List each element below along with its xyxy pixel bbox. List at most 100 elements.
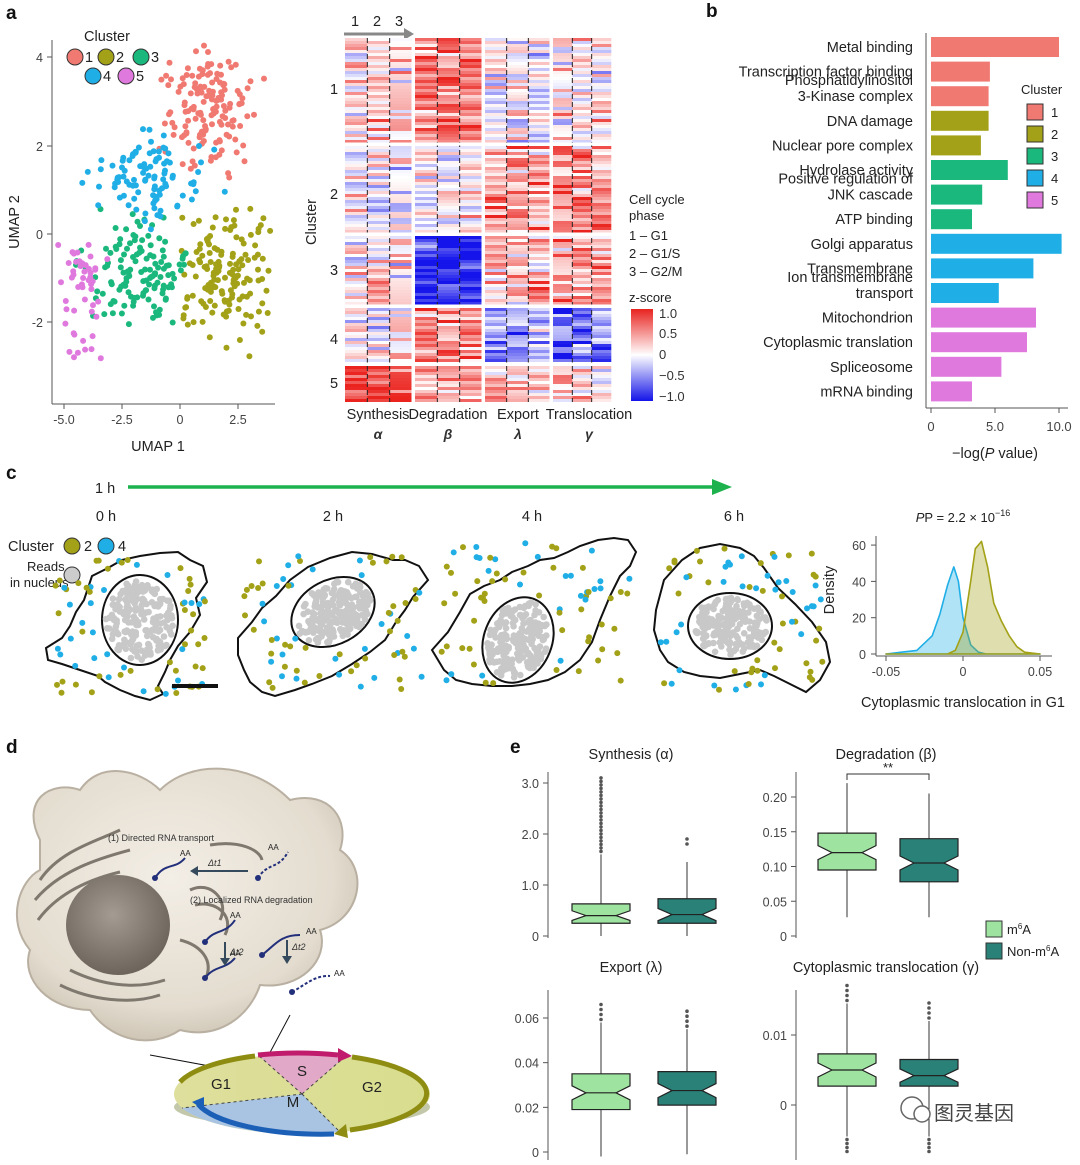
heatmap-cell [367,185,390,188]
heatmap-cell [553,311,573,314]
heatmap-cell [553,191,573,194]
umap-point [89,333,96,340]
heatmap-cell [459,236,483,239]
umap-point [169,319,176,326]
umap-point [181,102,188,109]
heatmap-cell [459,167,483,170]
heatmap-cell [553,56,573,59]
heatmap-cell [506,375,529,378]
heatmap-cell [506,384,529,387]
heatmap-cell [415,287,438,290]
nucleus-read [117,590,124,598]
cytoplasm-read [394,617,401,624]
umap-point [192,273,199,280]
heatmap-cell [591,239,612,242]
heatmap-cell [591,110,612,113]
cytoplasm-read [536,592,543,599]
umap-point [147,242,154,249]
umap-point [168,76,174,83]
density-y-label: Density [822,565,838,614]
phase-legend-title: Cell cycle [629,192,685,207]
nucleus-read [127,638,135,646]
outlier [599,814,603,819]
umap-point [117,264,124,271]
umap-point [195,73,202,80]
cytoplasm-read [164,572,171,578]
nucleus-read [306,620,314,627]
cytoplasm-read [399,648,406,655]
phase-s-sector [258,1052,347,1094]
cytoplasm-read [487,554,494,561]
umap-point [218,89,225,96]
heatmap-cell [415,200,438,203]
cell-outline [430,536,638,687]
heatmap-cell [591,152,612,155]
heatmap-cell [591,266,612,269]
heatmap-cell [485,314,507,317]
heatmap-cell [591,399,612,402]
heatmap-cell [485,332,507,335]
heatmap-cell [528,242,551,245]
umap-point [145,172,152,179]
heatmap-cell [528,104,551,107]
heatmap-cell [485,59,507,62]
heatmap-cell [528,68,551,71]
heatmap-cell [591,366,612,369]
cytoplasm-read [336,671,343,678]
heatmap-cell [345,128,368,131]
heatmap-cell [591,74,612,77]
heatmap-cell [415,248,438,251]
heatmap-cell [437,188,460,191]
nucleus-read [131,587,138,595]
heatmap-cell [389,104,413,107]
umap-point [232,61,239,68]
heatmap-cell [389,95,413,98]
cytoplasm-read [187,581,194,588]
heatmap-cell [591,224,612,227]
heatmap-cell [459,209,483,212]
heatmap-cell [415,221,438,224]
cytoplasm-read [597,585,604,592]
nucleus-read [123,607,130,615]
cytoplasm-read [738,553,745,560]
heatmap-cell [367,287,390,290]
cytoplasm-read [448,569,454,576]
heatmap-cell [506,77,529,80]
heatmap-cell [437,335,460,338]
nucleus-read [106,614,113,622]
heatmap-cell [415,107,438,110]
heatmap-cell [345,356,368,359]
heatmap-cell [389,248,413,251]
heatmap-cell [437,275,460,278]
outlier [599,797,603,801]
heatmap-cell [553,302,573,305]
heatmap-cell [485,242,507,245]
umap-point [247,205,254,212]
umap-point [150,253,157,260]
nucleus-read [710,639,717,647]
umap-point [211,146,218,153]
heatmap-cell [572,263,592,266]
boxplot-ytick: 0 [532,1146,539,1160]
nucleus-read [509,656,516,663]
heatmap-cell [528,221,551,224]
umap-point [79,179,86,186]
heatmap-cell [437,293,460,296]
nucleus-read [535,609,543,616]
heatmap-cell [459,191,483,194]
bar-label: Transmembrane [807,261,913,277]
heatmap-cell [459,387,483,390]
heatmap-cell [485,62,507,65]
bar-legend-swatch-1 [1026,103,1044,121]
umap-point [198,128,205,135]
heatmap-cell [528,396,551,399]
heatmap-cell [437,47,460,50]
heatmap-cell [528,239,551,242]
umap-point [234,280,241,287]
heatmap-cell [553,203,573,206]
cytoplasm-read [357,683,364,690]
heatmap-cell [528,311,551,314]
umap-point [169,174,176,181]
heatmap-cell [528,59,551,62]
heatmap-cell [528,230,551,233]
